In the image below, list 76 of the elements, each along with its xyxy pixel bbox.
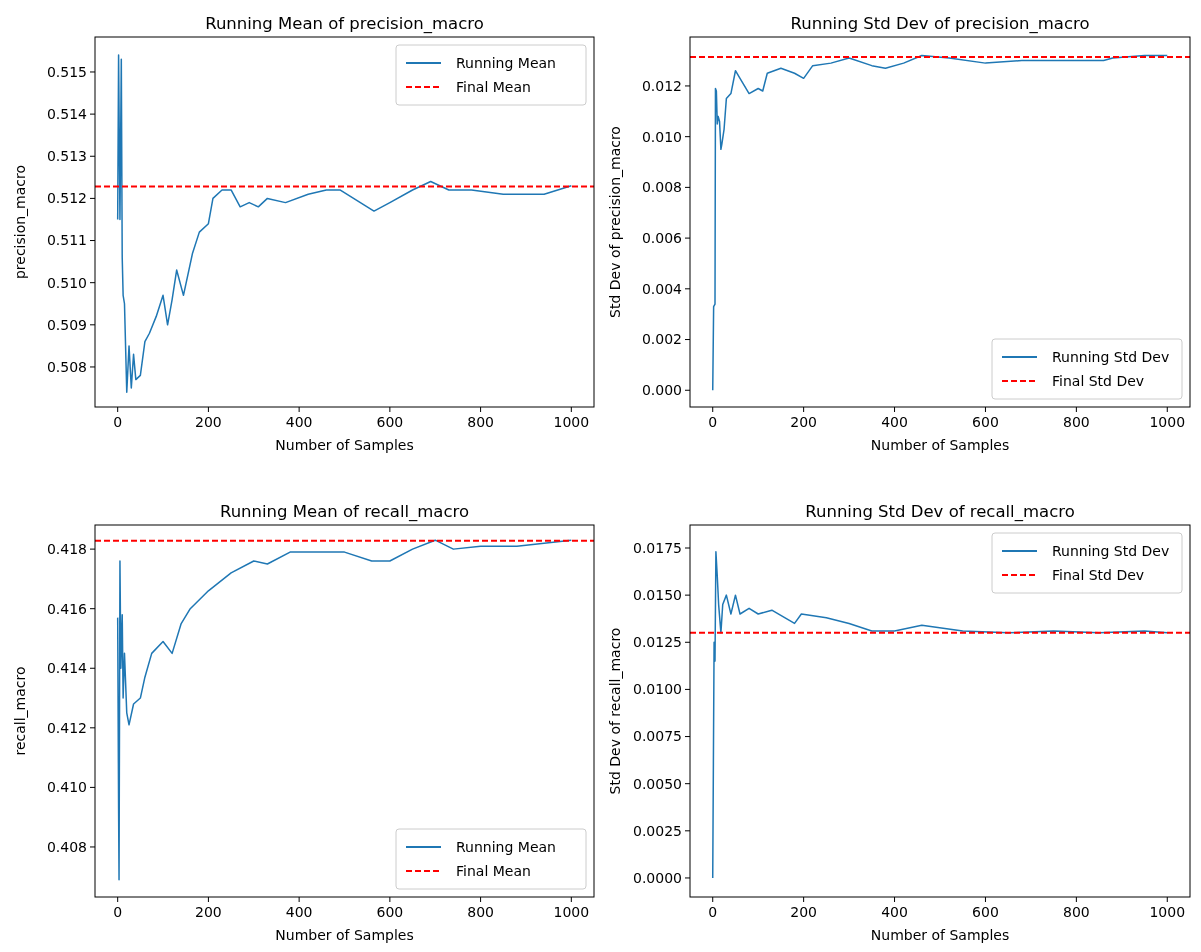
y-tick-label: 0.515 (46, 63, 87, 80)
chart-title: Running Std Dev of recall_macro (805, 502, 1075, 522)
x-tick-label: 200 (195, 904, 222, 920)
line-series (116, 539, 573, 881)
y-tick-label: 0.002 (641, 331, 682, 348)
y-tick-label: 0.0175 (633, 539, 682, 556)
line-series (116, 54, 573, 393)
x-tick-label: 400 (285, 904, 313, 920)
x-axis-title: Number of Samples (275, 437, 414, 453)
x-tick-label: 400 (881, 904, 908, 920)
x-tick-label: 200 (790, 414, 817, 430)
y-axis-title: recall_macro (12, 666, 28, 756)
x-tick-label: 600 (376, 414, 404, 430)
legend-label: Final Mean (456, 79, 531, 95)
x-tick-label: 200 (790, 904, 817, 920)
y-axis-title: Std Dev of recall_macro (607, 627, 623, 795)
legend-label: Final Std Dev (1052, 373, 1145, 389)
y-tick-label: 0.512 (46, 190, 87, 207)
y-tick-label: 0.010 (641, 128, 682, 145)
y-tick-label: 0.410 (46, 779, 87, 796)
x-tick-label: 0 (708, 904, 718, 920)
y-tick-label: 0.000 (641, 382, 682, 399)
y-tick-label: 0.004 (641, 280, 683, 297)
x-tick-label: 400 (285, 414, 313, 430)
x-tick-label: 600 (972, 414, 999, 430)
line-series (711, 54, 1169, 392)
y-tick-label: 0.416 (46, 600, 88, 617)
x-tick-label: 600 (376, 904, 404, 920)
y-tick-label: 0.012 (641, 77, 682, 94)
y-tick-label: 0.514 (46, 106, 88, 123)
y-tick-label: 0.510 (46, 274, 87, 291)
chart-title: Running Mean of precision_macro (205, 14, 484, 34)
chart-title: Running Mean of recall_macro (219, 502, 470, 522)
legend-label: Running Std Dev (1052, 543, 1170, 559)
x-tick-label: 0 (708, 414, 718, 430)
y-tick-label: 0.0000 (633, 869, 682, 886)
y-tick-label: 0.412 (46, 719, 87, 736)
x-tick-label: 800 (1063, 414, 1090, 430)
x-tick-label: 600 (972, 904, 999, 920)
y-tick-label: 0.0025 (633, 822, 682, 839)
y-tick-label: 0.509 (46, 316, 87, 333)
y-tick-label: 0.513 (46, 148, 87, 165)
x-axis-title: Number of Samples (870, 927, 1010, 943)
x-tick-label: 1000 (1149, 904, 1186, 920)
y-tick-label: 0.0050 (633, 775, 682, 792)
x-tick-label: 800 (1063, 904, 1090, 920)
y-axis-title: precision_macro (12, 164, 28, 280)
x-axis-title: Number of Samples (870, 437, 1010, 453)
legend-label: Final Mean (456, 863, 531, 879)
x-tick-label: 800 (467, 414, 494, 430)
y-tick-label: 0.0150 (633, 587, 682, 604)
y-tick-label: 0.0100 (633, 681, 682, 698)
y-tick-label: 0.0125 (633, 634, 682, 651)
x-tick-label: 1000 (553, 904, 590, 920)
y-tick-label: 0.418 (46, 541, 87, 558)
y-tick-label: 0.508 (46, 358, 87, 375)
x-tick-label: 400 (881, 414, 908, 430)
x-axis-title: Number of Samples (275, 927, 414, 943)
x-tick-label: 1000 (1149, 414, 1186, 430)
chart-title: Running Std Dev of precision_macro (790, 14, 1090, 34)
y-tick-label: 0.008 (641, 179, 682, 196)
y-tick-label: 0.006 (641, 230, 683, 246)
x-tick-label: 0 (113, 414, 123, 430)
legend-label: Running Std Dev (1052, 349, 1170, 365)
x-tick-label: 200 (195, 414, 222, 430)
y-tick-label: 0.0075 (633, 728, 682, 745)
y-axis-title: Std Dev of precision_macro (607, 126, 623, 318)
legend-label: Final Std Dev (1052, 567, 1145, 583)
y-tick-label: 0.414 (46, 660, 88, 677)
x-tick-label: 0 (113, 904, 123, 920)
y-tick-label: 0.511 (46, 232, 87, 249)
legend-label: Running Mean (456, 839, 556, 855)
x-tick-label: 1000 (553, 414, 590, 430)
legend-label: Running Mean (456, 55, 556, 71)
y-tick-label: 0.408 (46, 838, 87, 855)
x-tick-label: 800 (467, 904, 494, 920)
